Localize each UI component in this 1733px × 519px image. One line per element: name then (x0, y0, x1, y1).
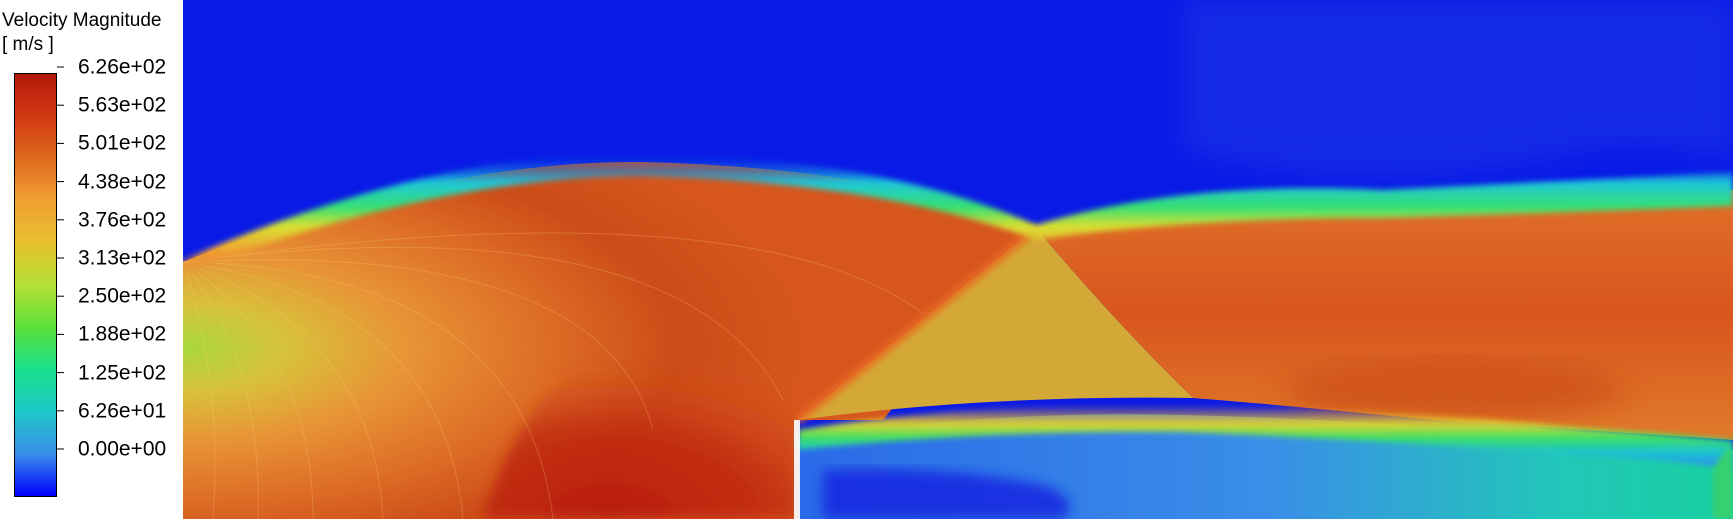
step-wall (794, 420, 800, 519)
colorbar-tick-label: 0.00e+00 (78, 437, 167, 461)
colorbar-tick-label: 1.88e+02 (78, 322, 167, 346)
ambient-upper-right-turbulence (1183, 0, 1733, 176)
colorbar-tick-label: 4.38e+02 (78, 170, 167, 194)
colorbar-tick-label: 1.25e+02 (78, 361, 167, 385)
right-edge-shear (1713, 445, 1733, 519)
upper-shear-layer (183, 151, 1733, 275)
colorbar-tick-label: 6.26e+02 (78, 55, 167, 79)
colorbar-legend: Velocity Magnitude [ m/s ] 6.26e+02 5.63e… (0, 0, 183, 519)
colorbar-tick-label: 6.26e+01 (78, 399, 167, 423)
velocity-contour-plot (183, 0, 1733, 519)
downstream-core (1283, 360, 1623, 420)
jet-core (483, 349, 798, 519)
colorbar-tick-label: 5.01e+02 (78, 131, 167, 155)
legend-title: Velocity Magnitude (2, 10, 162, 31)
legend-units: [ m/s ] (2, 34, 54, 55)
recirculation-pocket (823, 469, 1070, 519)
jet-plume (183, 161, 1036, 519)
colorbar-tick-label: 3.13e+02 (78, 246, 167, 270)
colorbar (14, 73, 57, 497)
colorbar-tick-label: 2.50e+02 (78, 284, 167, 308)
post-shock-region (798, 228, 1193, 420)
colorbar-tick-label: 5.63e+02 (78, 93, 167, 117)
shock-line (794, 224, 1040, 424)
colorbar-ticks (57, 66, 64, 450)
colorbar-tick-label: 3.76e+02 (78, 208, 167, 232)
fan-contour-lines (183, 232, 944, 519)
lower-shear-layer (798, 404, 1733, 470)
